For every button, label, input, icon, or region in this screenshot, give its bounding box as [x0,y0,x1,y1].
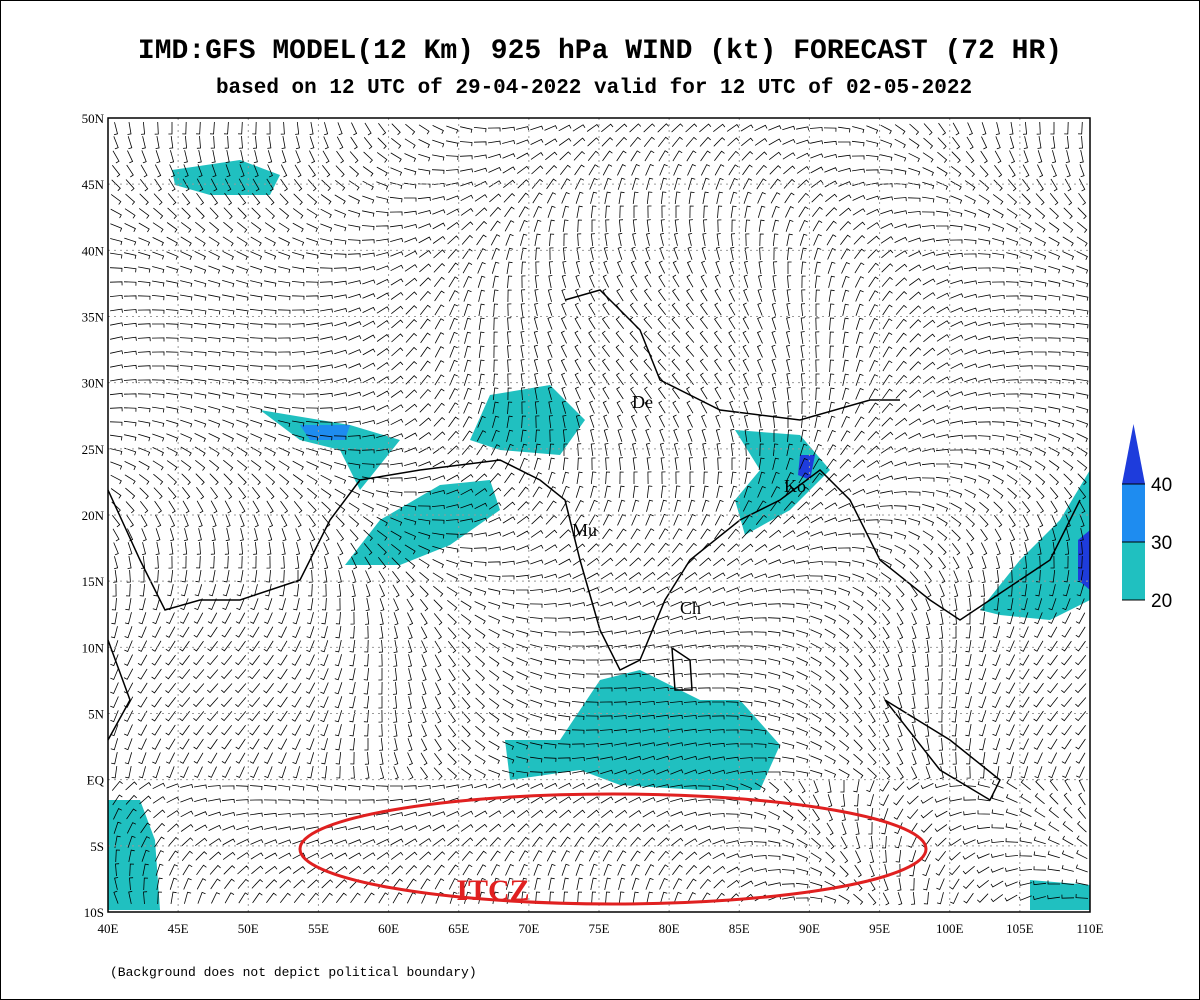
y-tick-label: 5N [88,707,105,722]
shade-area [798,455,815,480]
y-tick-label: 10S [84,905,104,920]
colorbar-extension [1122,424,1145,484]
annotation: ITCZ [456,874,529,907]
y-tick-label: 45N [82,177,105,192]
colorbar-segment [1122,484,1145,542]
x-tick-label: 100E [936,921,964,936]
y-tick-label: 15N [82,574,105,589]
y-tick-label: 20N [82,508,105,523]
x-tick-label: 70E [518,921,539,936]
y-tick-label: 35N [82,310,105,325]
x-tick-label: 90E [799,921,820,936]
itcz-ellipse [298,792,928,906]
x-tick-label: 85E [729,921,750,936]
city-label: Ch [680,598,701,618]
city-label: Mu [572,520,597,540]
map-frame [107,117,1091,913]
y-tick-label: 50N [82,111,105,126]
y-tick-label: 40N [82,243,105,258]
wind-shading [108,160,1090,910]
shade-area [345,480,500,565]
shade-area [470,385,585,455]
graticule: 40E 45E 50E 55E 60E 65E 70E 75E 80E 85E 90E 95E 100E… [82,111,1104,936]
coastline [884,699,1001,802]
coastlines [107,289,1081,802]
x-tick-label: 55E [308,921,329,936]
title: IMD:GFS MODEL(12 Km) 925 hPa WIND (kt) F… [138,36,1062,67]
colorbar-segment [1122,542,1145,600]
city-label: De [632,392,653,412]
colorbar-label: 40 [1151,475,1172,496]
colorbar-label: 30 [1151,533,1172,554]
colorbar: 20 30 40 [1122,424,1172,612]
footnote: (Background does not depict political bo… [110,965,477,980]
shade-area [980,470,1090,620]
city-label: Ko [784,476,806,496]
y-tick-label: 25N [82,442,105,457]
y-tick-label: 30N [82,376,105,391]
y-tick-label: 10N [82,640,105,655]
coastline [671,646,693,691]
border [564,289,900,421]
x-tick-label: 110E [1077,921,1104,936]
x-tick-label: 45E [168,921,189,936]
y-tick-label: EQ [87,773,105,788]
coastline [107,459,1081,672]
coastline [107,639,131,741]
x-tick-label: 40E [98,921,119,936]
shade-area [1078,530,1090,590]
shade-area [1030,880,1090,910]
x-tick-label: 60E [378,921,399,936]
x-tick-label: 65E [448,921,469,936]
x-tick-label: 50E [238,921,259,936]
shade-area [260,410,400,490]
colorbar-label: 20 [1151,591,1172,612]
x-tick-label: 95E [869,921,890,936]
subtitle: based on 12 UTC of 29-04-2022 valid for … [216,77,972,100]
x-tick-label: 80E [659,921,680,936]
wind-barbs [109,121,1089,906]
shade-area [505,670,780,790]
x-tick-label: 105E [1006,921,1034,936]
shade-area [108,800,160,910]
x-tick-label: 75E [589,921,610,936]
city-labels: De Ko Mu Ch [572,392,806,618]
y-tick-label: 5S [90,839,104,854]
shade-area [172,160,280,195]
